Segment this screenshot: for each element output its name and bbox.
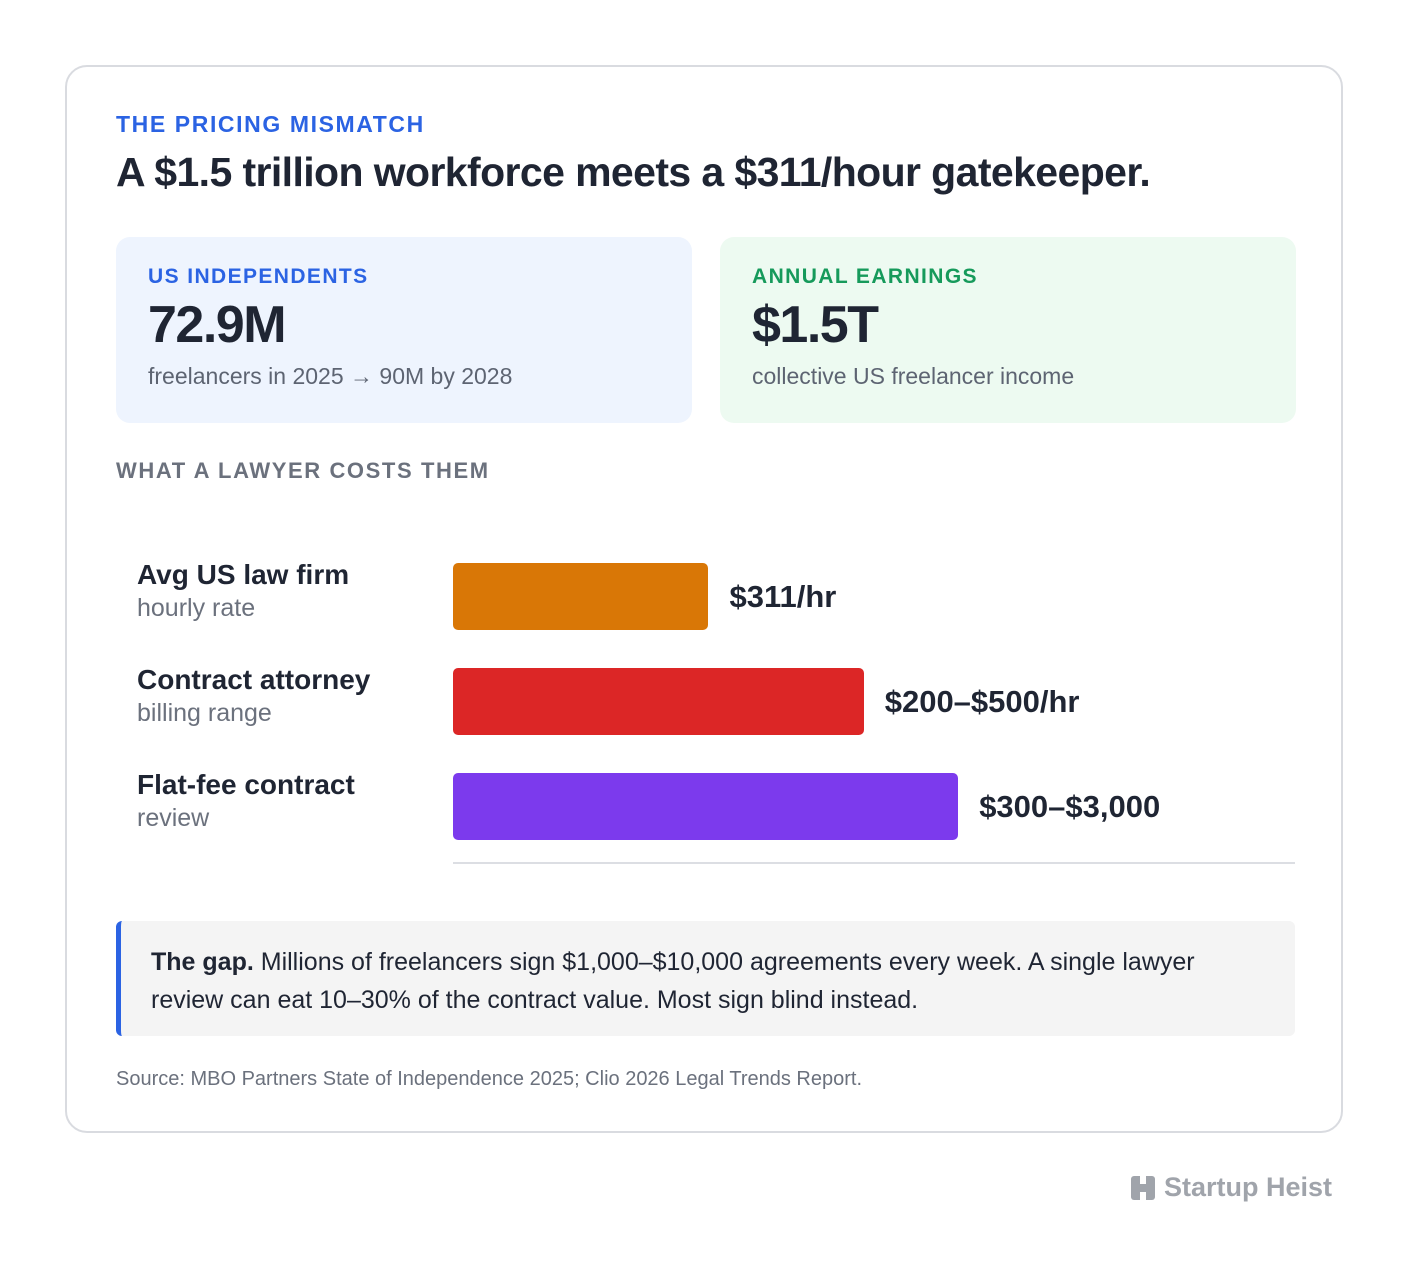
bar-0 — [453, 563, 709, 630]
stat-sub: collective US freelancer income — [752, 363, 1075, 389]
infographic-card: THE PRICING MISMATCH A $1.5 trillion wor… — [65, 65, 1343, 1133]
stat-value: 72.9M — [148, 296, 287, 354]
brand-logo: Startup Heist — [1130, 1172, 1332, 1203]
bar-label-title: Flat-fee contract — [137, 769, 355, 800]
gap-callout: The gap. Millions of freelancers sign $1… — [116, 921, 1295, 1036]
bar-value-label-1: $200–$500/hr — [884, 684, 1080, 719]
bar-label-sub: review — [137, 804, 210, 832]
source-note: Source: MBO Partners State of Independen… — [116, 1068, 863, 1090]
bar-label-sub: hourly rate — [137, 594, 256, 622]
stat-card-earnings: ANNUAL EARNINGS $1.5T collective US free… — [720, 237, 1296, 423]
cost-bar-chart: Avg US law firm hourly rate $311/hr Contrac… — [67, 67, 1341, 1131]
bar-1 — [453, 668, 864, 735]
callout-text: Millions of freelancers sign $1,000–$10,… — [151, 948, 1195, 1014]
eyebrow: THE PRICING MISMATCH — [116, 111, 425, 137]
bar-label-title: Contract attorney — [137, 664, 371, 695]
stat-label: ANNUAL EARNINGS — [752, 265, 978, 288]
bar-label-sub: billing range — [137, 699, 272, 727]
bar-2 — [453, 773, 959, 840]
stat-sub: freelancers in 2025 → 90M by 2028 — [148, 363, 513, 389]
bar-value-label-0: $311/hr — [729, 579, 837, 614]
bar-label-1: Contract attorney billing range — [137, 663, 370, 729]
building-logo-icon — [1130, 1175, 1156, 1201]
bar-label-2: Flat-fee contract review — [137, 768, 355, 834]
stat-card-independents: US INDEPENDENTS 72.9M freelancers in 202… — [116, 237, 692, 423]
brand-name: Startup Heist — [1164, 1172, 1333, 1202]
headline: A $1.5 trillion workforce meets a $311/h… — [116, 149, 1151, 195]
stat-value: $1.5T — [752, 296, 879, 354]
chart-baseline — [453, 862, 1295, 864]
bar-label-title: Avg US law firm — [137, 559, 350, 590]
stat-label: US INDEPENDENTS — [148, 265, 369, 288]
bar-value-label-2: $300–$3,000 — [979, 789, 1161, 824]
bar-label-0: Avg US law firm hourly rate — [137, 558, 349, 624]
section-label: WHAT A LAWYER COSTS THEM — [116, 458, 490, 483]
callout-lead: The gap. — [151, 948, 254, 976]
